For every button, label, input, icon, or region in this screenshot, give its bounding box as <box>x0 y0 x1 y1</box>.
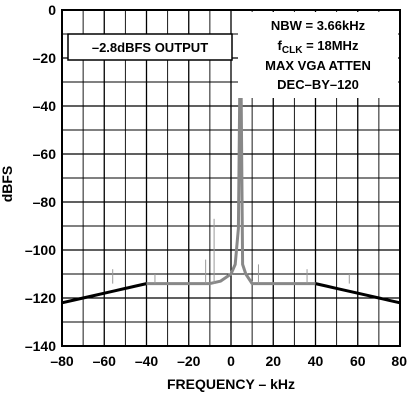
x-tick-label: –40 <box>135 353 159 369</box>
x-tick-label: 0 <box>227 353 235 369</box>
y-tick-label: –140 <box>25 338 56 354</box>
x-axis-ticks: –80 –60 –40 –20 0 20 40 60 80 <box>50 353 407 369</box>
output-level-label: –2.8dBFS OUTPUT <box>92 40 208 55</box>
output-level-box <box>67 33 233 61</box>
x-tick-label: 80 <box>391 353 407 369</box>
x-tick-label: 20 <box>265 353 281 369</box>
settings-box <box>238 12 398 98</box>
x-tick-label: 40 <box>308 353 324 369</box>
y-tick-label: –60 <box>33 146 57 162</box>
x-tick-label: –80 <box>50 353 74 369</box>
y-tick-label: –40 <box>33 98 57 114</box>
y-axis-title: dBFS <box>0 166 15 203</box>
y-tick-label: 0 <box>48 2 56 18</box>
spectrum-series-1 <box>146 15 316 286</box>
x-tick-label: –60 <box>93 353 117 369</box>
x-axis-title: FREQUENCY – kHz <box>167 376 295 392</box>
y-tick-label: –100 <box>25 242 56 258</box>
spectrum-series-2 <box>315 282 401 305</box>
y-tick-label: –80 <box>33 194 57 210</box>
spectrum-traces <box>61 15 401 305</box>
decimation-label: DEC–BY–120 <box>277 77 359 92</box>
fclk-label: fCLK = 18MHz <box>278 38 359 56</box>
x-tick-label: 60 <box>350 353 366 369</box>
x-tick-label: –20 <box>177 353 201 369</box>
nbw-label: NBW = 3.66kHz <box>271 18 366 33</box>
y-tick-label: –20 <box>33 50 57 66</box>
vga-label: MAX VGA ATTEN <box>265 58 371 73</box>
plot-frame <box>61 9 401 347</box>
y-tick-label: –120 <box>25 290 56 306</box>
spectrum-series-0 <box>61 282 147 305</box>
y-axis-ticks: 0 –20 –40 –60 –80 –100 –120 –140 <box>25 2 56 354</box>
